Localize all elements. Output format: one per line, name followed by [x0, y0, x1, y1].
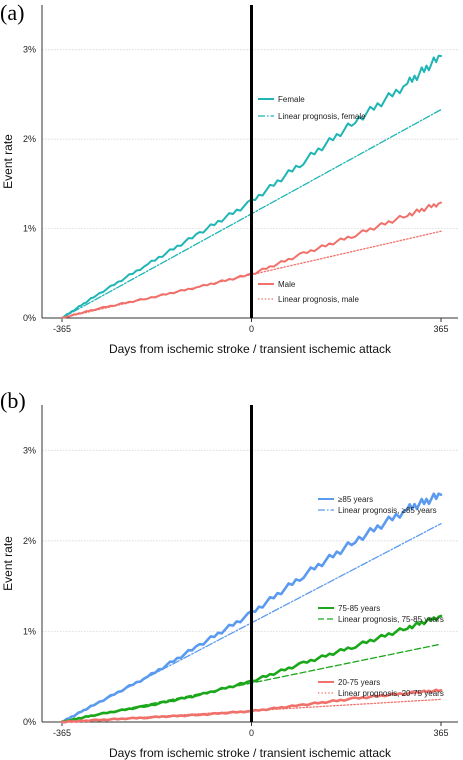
- legend-label: Male: [278, 280, 296, 289]
- legend-label: 75-85 years: [338, 604, 380, 613]
- y-axis-label: Event rate: [1, 536, 15, 591]
- legend-label: 20-75 years: [338, 678, 380, 687]
- y-tick-label: 0%: [23, 313, 36, 323]
- y-tick-label: 1%: [23, 626, 36, 636]
- panel-b-chart: (b) 0% 1% 2% 3% -365 0 365 Days from ischemic st…: [0, 388, 458, 760]
- x-tick-label: 0: [249, 324, 254, 334]
- legend-label: ≥85 years: [338, 495, 373, 504]
- x-axis-label: Days from ischemic stroke / transient is…: [109, 342, 392, 356]
- y-tick-label: 1%: [23, 224, 36, 234]
- x-tick-label: 365: [433, 728, 448, 738]
- panel-label: (b): [0, 388, 26, 413]
- y-tick-label: 2%: [23, 536, 36, 546]
- legend-label: Linear prognosis, male: [278, 295, 359, 304]
- x-tick-label: 0: [249, 728, 254, 738]
- legend-label: Female: [278, 95, 305, 104]
- x-tick-label: 365: [433, 324, 448, 334]
- legend-label: Linear prognosis, female: [278, 112, 366, 121]
- y-tick-label: 3%: [23, 445, 36, 455]
- panel-label: (a): [0, 0, 24, 25]
- y-axis-label: Event rate: [1, 134, 15, 189]
- y-tick-label: 3%: [23, 45, 36, 55]
- x-axis-label: Days from ischemic stroke / transient is…: [109, 746, 392, 760]
- legend-label: Linear prognosis, 75-85 years: [338, 615, 444, 624]
- x-tick-label: -365: [53, 324, 71, 334]
- y-tick-label: 0%: [23, 717, 36, 727]
- y-tick-label: 2%: [23, 134, 36, 144]
- legend-label: Linear prognosis, ≥85 years: [338, 506, 437, 515]
- x-tick-label: -365: [53, 728, 71, 738]
- legend-label: Linear prognosis, 20-75 years: [338, 689, 444, 698]
- panel-a-chart: (a) 0% 1% 2% 3% -365 0 365 Days from ischemic st…: [0, 0, 458, 356]
